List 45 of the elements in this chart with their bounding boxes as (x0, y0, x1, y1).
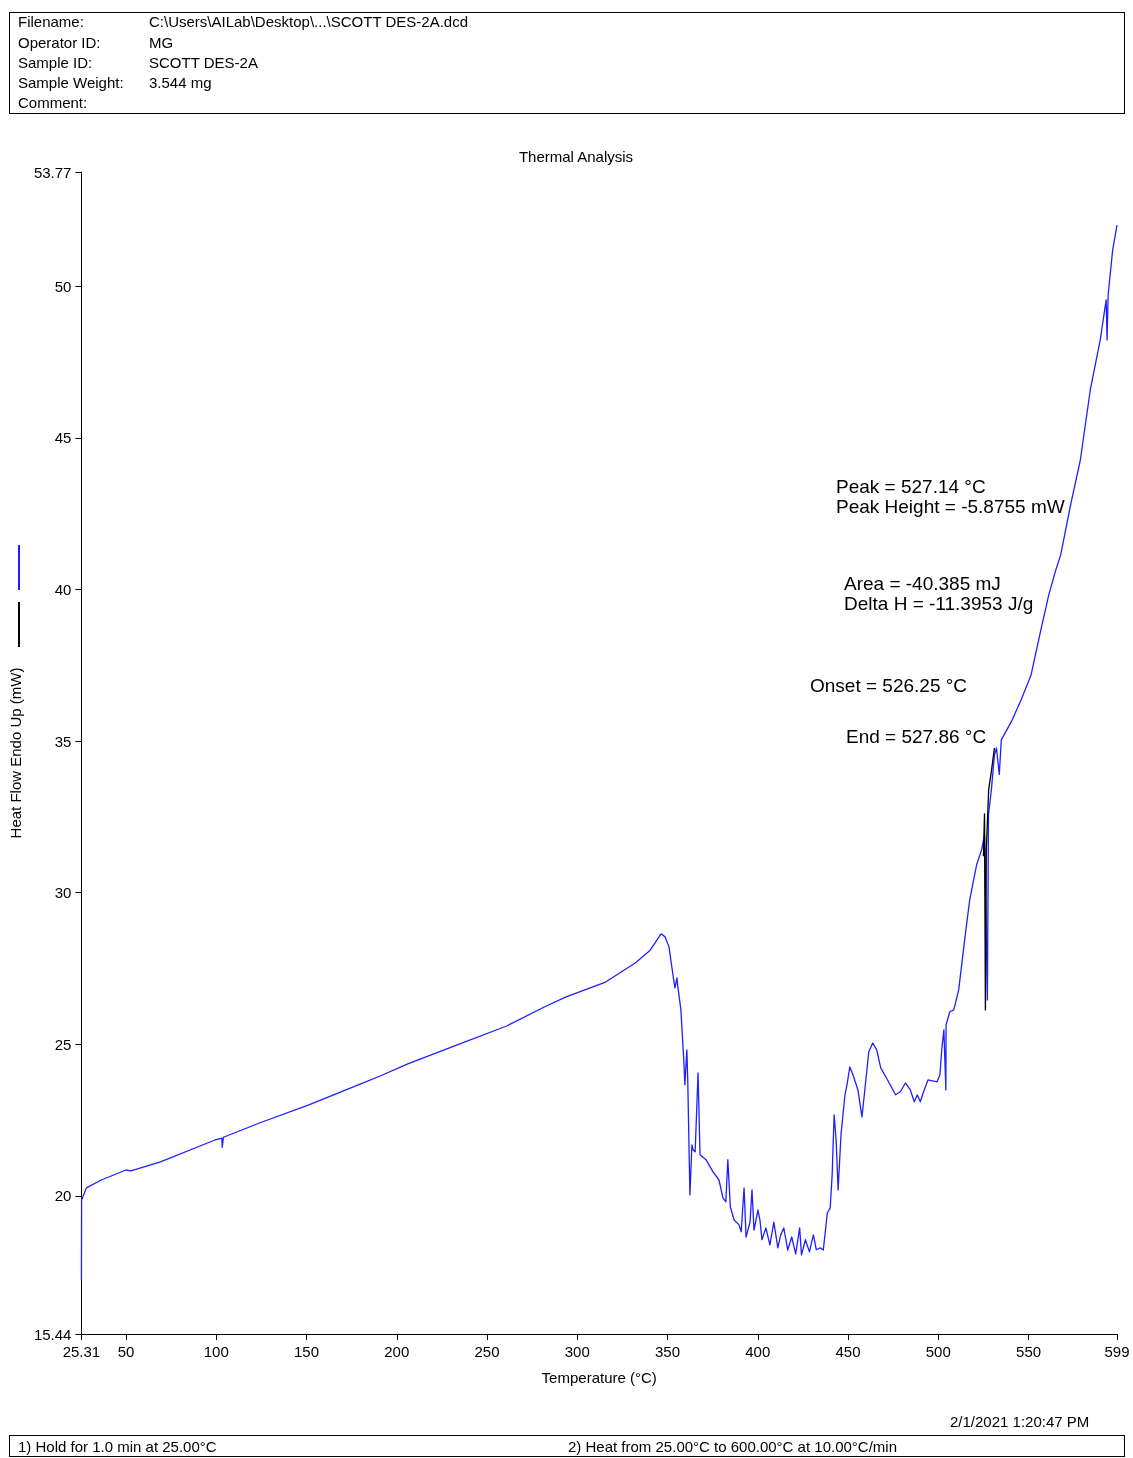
y-axis-title: Heat Flow Endo Up (mW) (7, 667, 24, 839)
y-tick-label: 20 (54, 1187, 72, 1205)
x-tick-label: 200 (384, 1343, 410, 1360)
text: 3.544 mg (149, 74, 212, 91)
x-tick-label: 599 (1104, 1343, 1130, 1360)
text: Comment: (18, 94, 88, 111)
y-tick-label: 45 (54, 429, 72, 447)
text: Filename: (18, 13, 84, 30)
text: MG (149, 34, 174, 51)
text: Sample Weight: (18, 74, 124, 91)
text: 1) Hold for 1.0 min at 25.00°C (18, 1438, 217, 1455)
text: Operator ID: (18, 34, 101, 51)
annotation: Area = -40.385 mJ (844, 573, 1001, 594)
text: Sample ID: (18, 54, 93, 71)
annotation: Peak = 527.14 °C (836, 476, 986, 497)
text: C:\Users\AILab\Desktop\...\SCOTT DES-2A.dcd (149, 13, 468, 30)
line-series (80, 224, 1118, 1281)
x-tick-label: 150 (294, 1343, 320, 1360)
x-tick-label: 50 (117, 1343, 135, 1360)
x-tick-label: 450 (835, 1343, 861, 1360)
y-tick-label: 30 (54, 884, 72, 902)
text: 2/1/2021 1:20:47 PM (950, 1413, 1090, 1430)
annotation: Delta H = -11.3953 J/g (844, 593, 1034, 614)
x-tick-label: 300 (564, 1343, 590, 1360)
y-tick-label: 15.44 (33, 1325, 72, 1343)
x-tick-label: 500 (925, 1343, 951, 1360)
y-tick-label: 25 (54, 1035, 72, 1053)
x-tick-label: 350 (655, 1343, 681, 1360)
y-tick-label: 35 (54, 732, 72, 750)
x-axis-title: Temperature (°C) (541, 1369, 657, 1386)
x-tick-label: 550 (1016, 1343, 1042, 1360)
chart-title: Thermal Analysis (518, 148, 634, 165)
annotation: End = 527.86 °C (846, 726, 987, 747)
x-tick-label: 250 (474, 1343, 500, 1360)
x-tick-label: 25.31 (62, 1343, 101, 1360)
annotation: Onset = 526.25 °C (810, 675, 968, 696)
line-series (982, 747, 996, 1011)
y-tick-label: 40 (54, 580, 72, 598)
text: SCOTT DES-2A (149, 54, 258, 71)
y-tick-label: 50 (54, 277, 72, 295)
y-tick-label: 53.77 (33, 163, 72, 181)
x-tick-label: 100 (203, 1343, 229, 1360)
annotation: Peak Height = -5.8755 mW (836, 496, 1065, 517)
text: 2) Heat from 25.00°C to 600.00°C at 10.00°C/min (568, 1438, 897, 1455)
x-tick-label: 400 (745, 1343, 771, 1360)
